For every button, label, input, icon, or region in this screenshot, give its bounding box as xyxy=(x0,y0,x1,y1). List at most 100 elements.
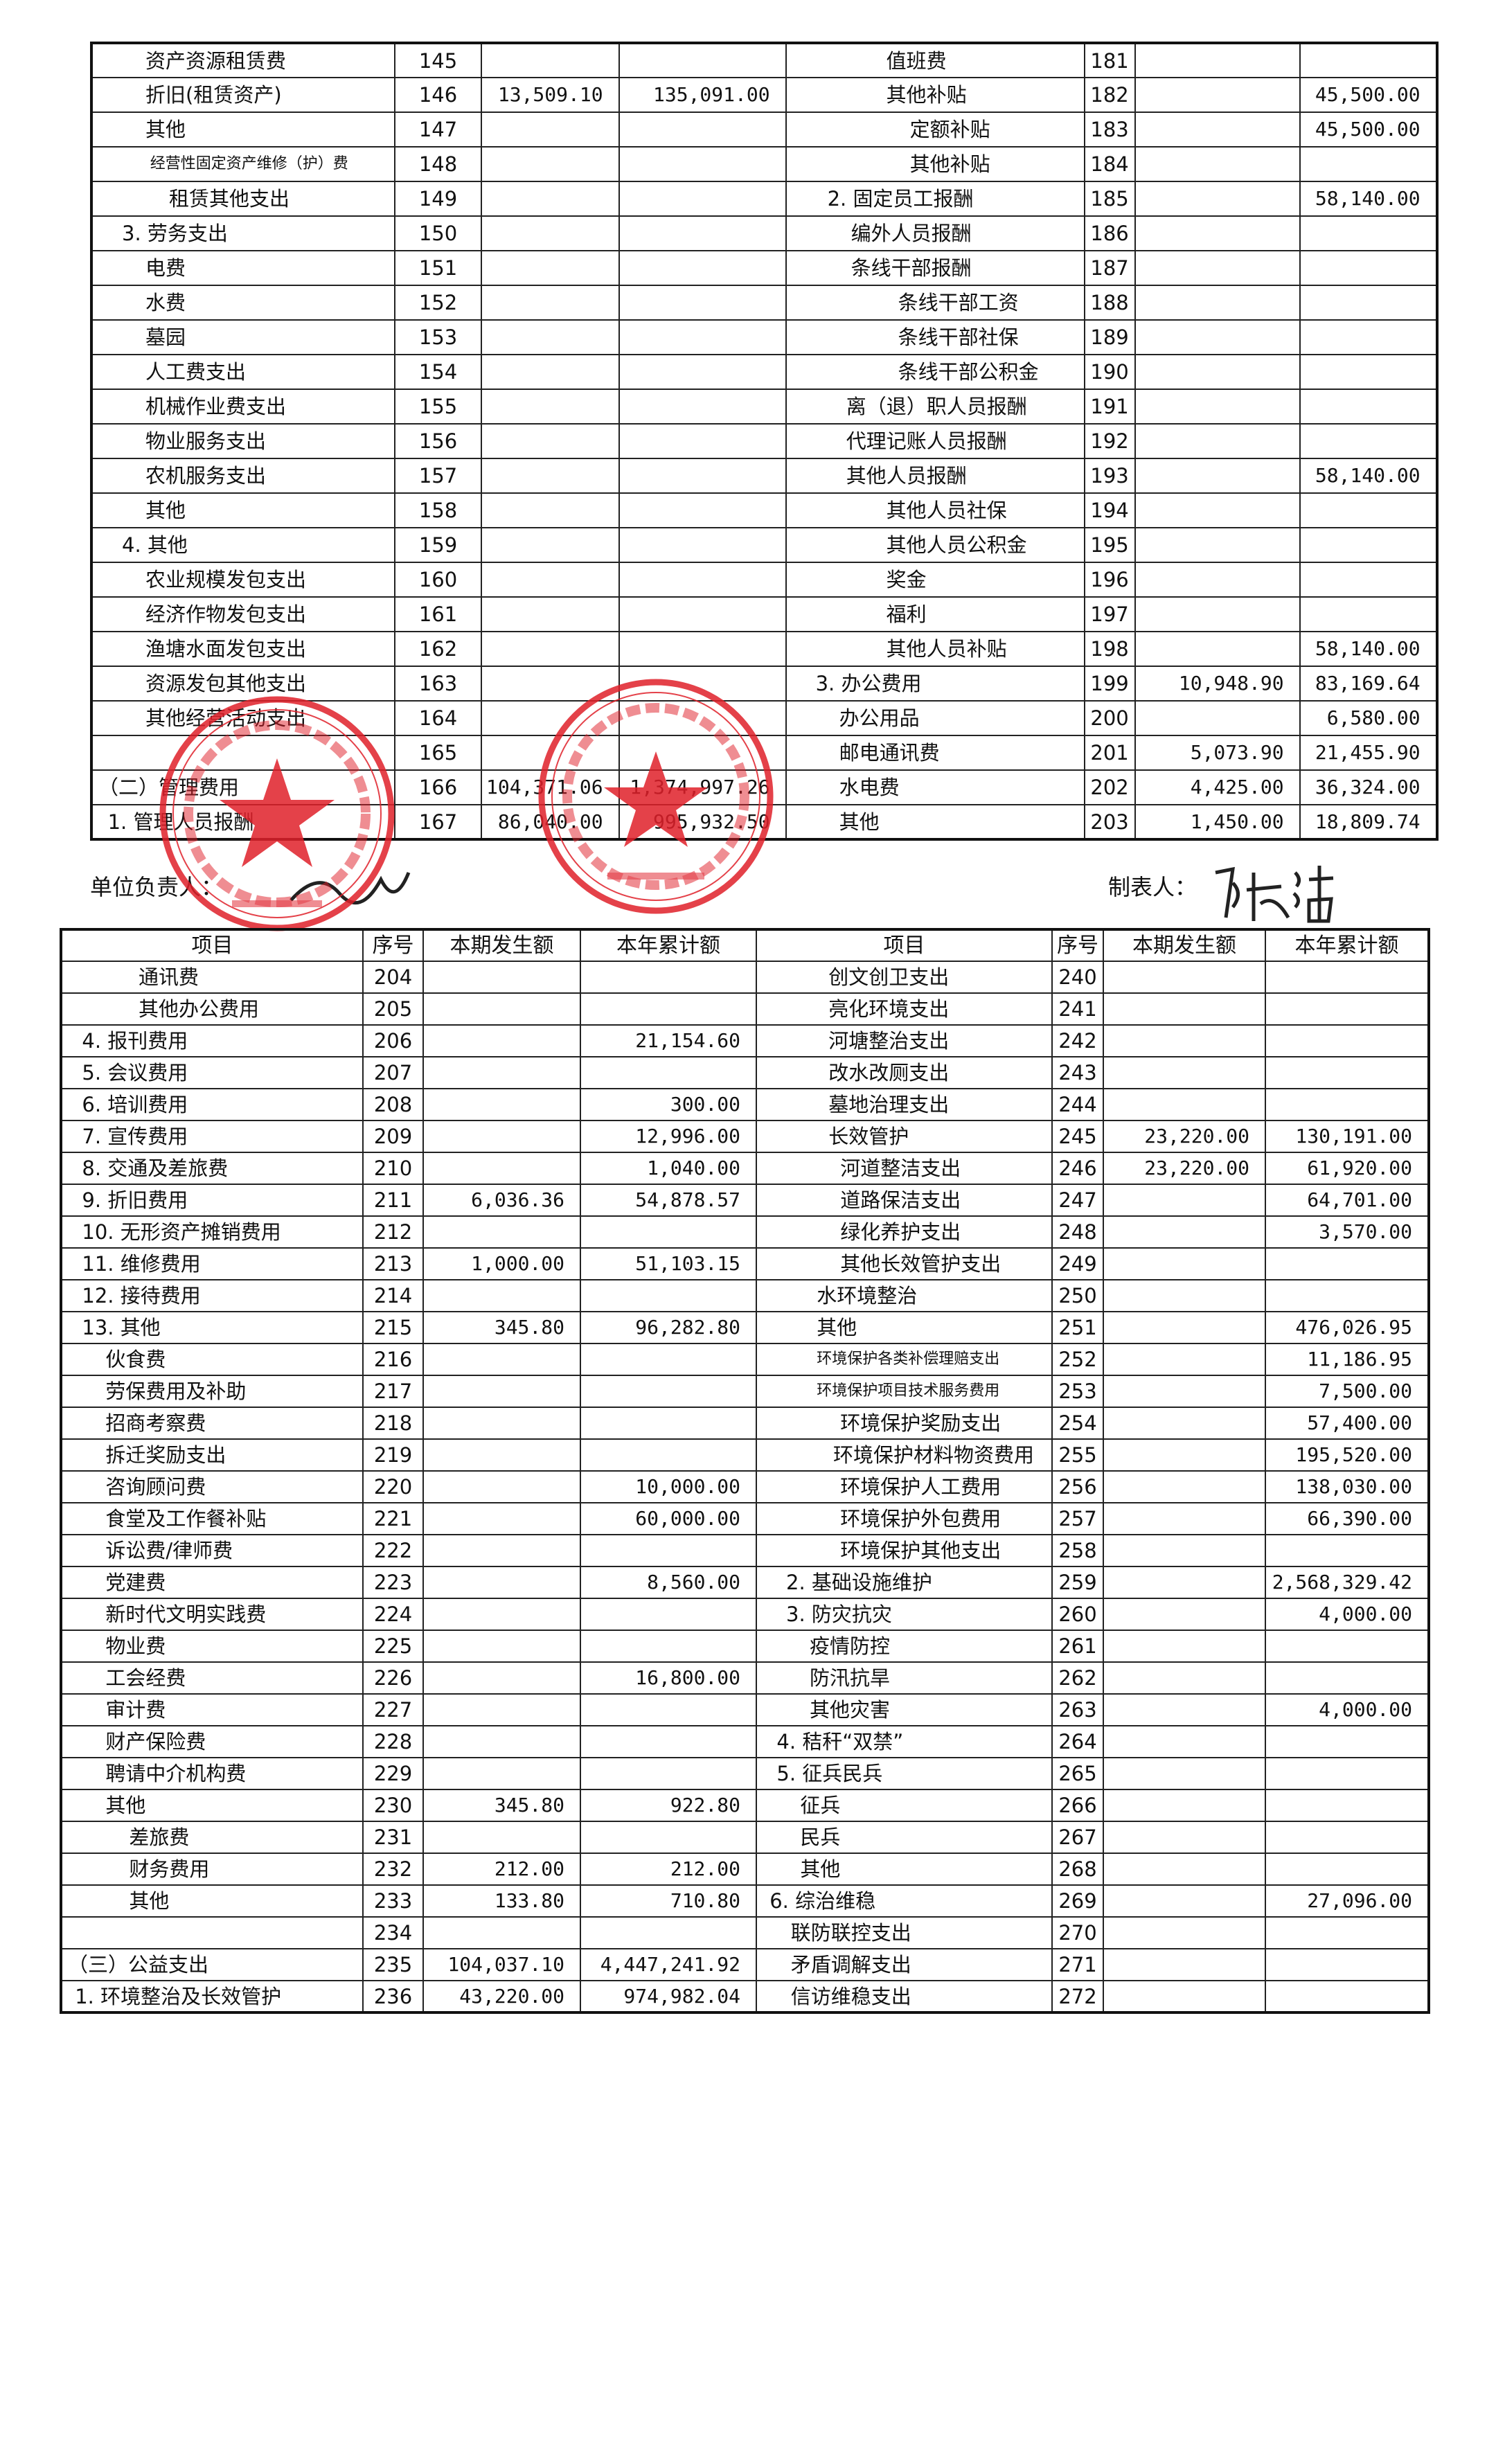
year-to-date-amount xyxy=(1299,423,1438,459)
current-period-amount xyxy=(422,1630,581,1663)
row-number: 211 xyxy=(362,1184,424,1217)
year-to-date-amount xyxy=(580,1534,757,1567)
year-to-date-amount xyxy=(618,111,787,148)
column-header: 本期发生额 xyxy=(422,929,581,962)
row-number: 167 xyxy=(394,804,482,840)
year-to-date-amount: 10,000.00 xyxy=(580,1470,757,1503)
table-row: 4. 报刊费用 206 21,154.60 河塘整治支出 242 xyxy=(60,1024,1430,1057)
current-period-amount xyxy=(1103,1725,1266,1758)
item-label: 编外人员报酬 xyxy=(785,215,1085,251)
row-number: 267 xyxy=(1051,1821,1104,1854)
current-period-amount xyxy=(1103,1407,1266,1440)
item-label: 其他 xyxy=(756,1311,1053,1344)
current-period-amount xyxy=(481,354,620,390)
row-number: 185 xyxy=(1083,181,1136,217)
item-label: （三）公益支出 xyxy=(60,1948,364,1981)
row-number: 247 xyxy=(1051,1184,1104,1217)
current-period-amount xyxy=(1103,1661,1266,1695)
row-number: 252 xyxy=(1051,1343,1104,1376)
year-to-date-amount xyxy=(618,215,787,251)
item-label: 通讯费 xyxy=(60,961,364,994)
current-period-amount xyxy=(422,1152,581,1185)
item-label: 环境保护项目技术服务费用 xyxy=(756,1375,1053,1408)
row-number: 193 xyxy=(1083,458,1136,494)
item-label: 2. 基础设施维护 xyxy=(756,1566,1053,1599)
current-period-amount xyxy=(1103,1279,1266,1312)
year-to-date-amount xyxy=(580,1757,757,1790)
current-period-amount xyxy=(422,1916,581,1949)
table-row: 折旧(租赁资产) 146 13,509.10 135,091.00 其他补贴 182 45,… xyxy=(91,77,1438,113)
row-number: 184 xyxy=(1083,146,1136,182)
row-number: 251 xyxy=(1051,1311,1104,1344)
column-header: 序号 xyxy=(362,929,424,962)
row-number: 149 xyxy=(394,181,482,217)
current-period-amount xyxy=(422,1024,581,1057)
row-number: 249 xyxy=(1051,1247,1104,1280)
item-label: 7. 宣传费用 xyxy=(60,1120,364,1153)
year-to-date-amount xyxy=(1265,1821,1430,1854)
year-to-date-amount xyxy=(1299,250,1438,286)
column-header: 项目 xyxy=(60,929,364,962)
item-label: 5. 征兵民兵 xyxy=(756,1757,1053,1790)
row-number: 209 xyxy=(362,1120,424,1153)
row-number: 255 xyxy=(1051,1438,1104,1472)
table-row: 资源发包其他支出 163 3. 办公费用 199 10,948.90 83,169.64 xyxy=(91,666,1438,702)
current-period-amount xyxy=(1103,1088,1266,1121)
year-to-date-amount: 138,030.00 xyxy=(1265,1470,1430,1503)
current-period-amount xyxy=(1134,458,1301,494)
row-number: 221 xyxy=(362,1502,424,1535)
year-to-date-amount xyxy=(618,492,787,528)
current-period-amount xyxy=(1134,527,1301,563)
row-number: 159 xyxy=(394,527,482,563)
current-period-amount xyxy=(422,1470,581,1503)
table-row: 资产资源租赁费 145 值班费 181 xyxy=(91,42,1438,78)
current-period-amount xyxy=(1103,1566,1266,1599)
year-to-date-amount xyxy=(618,458,787,494)
row-number: 204 xyxy=(362,961,424,994)
current-period-amount xyxy=(1103,1757,1266,1790)
year-to-date-amount xyxy=(580,1438,757,1472)
table-row: 12. 接待费用 214 水环境整治 250 xyxy=(60,1279,1430,1312)
current-period-amount xyxy=(481,458,620,494)
current-period-amount: 23,220.00 xyxy=(1103,1120,1266,1153)
table-row: 农业规模发包支出 160 奖金 196 xyxy=(91,562,1438,598)
current-period-amount xyxy=(481,527,620,563)
item-label: 农机服务支出 xyxy=(91,458,395,494)
year-to-date-amount xyxy=(1265,1757,1430,1790)
item-label: 河塘整治支出 xyxy=(756,1024,1053,1057)
row-number: 192 xyxy=(1083,423,1136,459)
item-label: 财务费用 xyxy=(60,1853,364,1886)
row-number: 235 xyxy=(362,1948,424,1981)
current-period-amount xyxy=(481,111,620,148)
row-number: 216 xyxy=(362,1343,424,1376)
item-label: 水环境整治 xyxy=(756,1279,1053,1312)
item-label: 环境保护其他支出 xyxy=(756,1534,1053,1567)
item-label: 12. 接待费用 xyxy=(60,1279,364,1312)
current-period-amount xyxy=(1103,1215,1266,1249)
current-period-amount xyxy=(422,1407,581,1440)
row-number: 194 xyxy=(1083,492,1136,528)
current-period-amount xyxy=(1103,1884,1266,1918)
year-to-date-amount xyxy=(1265,1661,1430,1695)
item-label: 4. 报刊费用 xyxy=(60,1024,364,1057)
item-label: 值班费 xyxy=(785,42,1085,78)
year-to-date-amount xyxy=(618,285,787,321)
item-label: 福利 xyxy=(785,596,1085,632)
current-period-amount: 5,073.90 xyxy=(1134,735,1301,771)
item-label: 招商考察费 xyxy=(60,1407,364,1440)
row-number: 162 xyxy=(394,631,482,667)
item-label: 4. 秸秆“双禁” xyxy=(756,1725,1053,1758)
year-to-date-amount xyxy=(580,1056,757,1089)
year-to-date-amount xyxy=(1299,562,1438,598)
current-period-amount xyxy=(422,1438,581,1472)
row-number: 154 xyxy=(394,354,482,390)
year-to-date-amount xyxy=(618,389,787,425)
current-period-amount xyxy=(422,961,581,994)
item-label: 矛盾调解支出 xyxy=(756,1948,1053,1981)
row-number: 214 xyxy=(362,1279,424,1312)
table-row: 其他 158 其他人员社保 194 xyxy=(91,492,1438,528)
year-to-date-amount xyxy=(580,1725,757,1758)
current-period-amount: 4,425.00 xyxy=(1134,769,1301,805)
table-row: 经营性固定资产维修（护）费 148 其他补贴 184 xyxy=(91,146,1438,182)
expense-table-bottom: 项目 序号 本期发生额 本年累计额 项目 序号 本期发生额 本年累计额 通讯费 204 创文创卫支… xyxy=(60,928,1430,2014)
